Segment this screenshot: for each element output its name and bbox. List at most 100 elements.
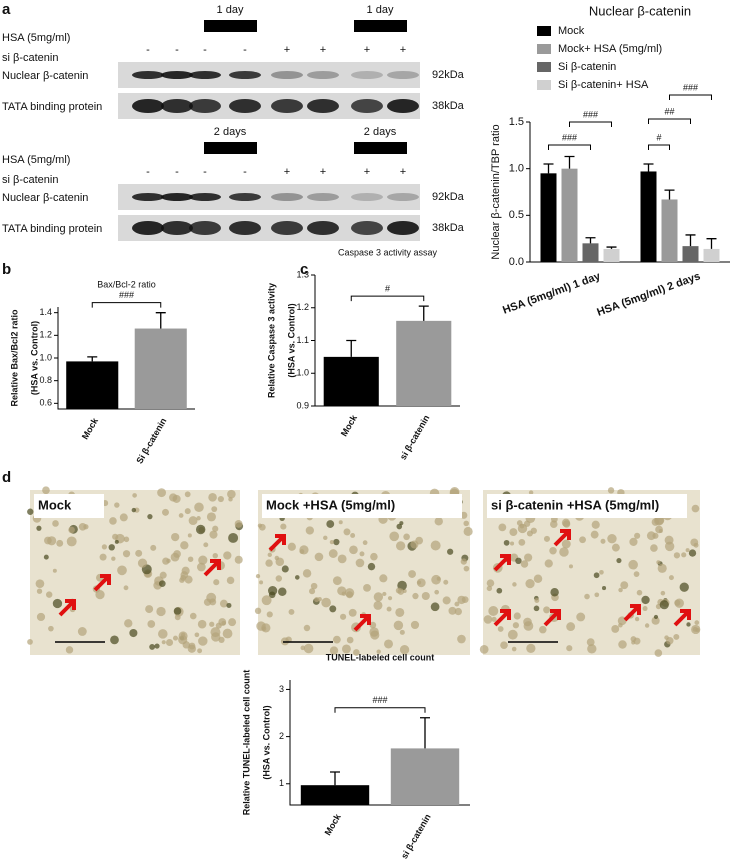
significance-label: ### xyxy=(119,290,134,300)
band-name: TATA binding protein xyxy=(2,101,102,113)
legend-swatch xyxy=(537,62,551,72)
cell xyxy=(679,582,689,592)
cell xyxy=(211,506,218,513)
blot-band xyxy=(229,221,261,235)
lane-sign: - xyxy=(146,166,150,178)
cell xyxy=(593,572,600,579)
cell xyxy=(463,526,473,537)
cell xyxy=(528,490,534,495)
cell xyxy=(299,545,309,555)
cell xyxy=(131,507,137,513)
band-size: 92kDa xyxy=(432,191,465,203)
blot-band xyxy=(132,99,164,113)
cell xyxy=(549,546,557,555)
y-tick-label: 0.9 xyxy=(296,400,309,410)
panel-label: b xyxy=(2,261,11,278)
cell xyxy=(150,544,157,551)
blot-band xyxy=(271,99,303,113)
error-bar xyxy=(346,339,357,357)
cell xyxy=(434,517,443,526)
cell xyxy=(122,550,131,558)
cell xyxy=(123,585,129,591)
cell xyxy=(634,616,640,622)
blot-band xyxy=(351,221,383,235)
y-tick-label: 1 xyxy=(279,778,284,788)
cell xyxy=(206,592,217,603)
cell xyxy=(68,526,75,534)
cell xyxy=(403,533,410,541)
cell xyxy=(500,641,508,649)
arrow xyxy=(353,614,371,632)
cell xyxy=(695,627,700,633)
cell xyxy=(618,587,623,593)
cell xyxy=(288,608,295,615)
lane-sign: - xyxy=(243,44,247,56)
bar xyxy=(582,243,599,262)
error-bar xyxy=(685,234,696,247)
cell xyxy=(373,592,384,602)
cell xyxy=(109,517,117,525)
arrow xyxy=(93,574,111,592)
cell xyxy=(165,638,174,647)
blot-band xyxy=(132,221,164,235)
blot-band xyxy=(161,71,193,79)
blot-band xyxy=(271,71,303,79)
cell xyxy=(550,587,559,597)
cell xyxy=(650,544,658,552)
blot-band xyxy=(271,221,303,235)
cell xyxy=(634,532,641,539)
cell xyxy=(387,596,393,601)
error-bar xyxy=(155,312,166,329)
duration-label: 2 days xyxy=(364,126,397,138)
band-name: Nuclear β-catenin xyxy=(2,192,88,204)
cell xyxy=(526,530,533,537)
lane-sign: + xyxy=(364,44,370,56)
duration-bar xyxy=(204,20,257,32)
cell xyxy=(579,536,586,544)
error-bar xyxy=(643,163,654,172)
cell xyxy=(685,548,690,553)
significance-bracket xyxy=(548,144,591,150)
cell xyxy=(147,620,156,628)
band-size: 38kDa xyxy=(432,222,465,234)
cell xyxy=(691,504,700,513)
cell xyxy=(396,523,403,530)
cell xyxy=(302,569,312,578)
cell xyxy=(673,633,680,640)
cell xyxy=(515,557,522,565)
cell xyxy=(314,552,324,562)
cell xyxy=(35,579,45,588)
cell xyxy=(173,607,182,615)
error-bar xyxy=(664,189,675,200)
cell xyxy=(686,622,691,627)
cell xyxy=(169,493,178,502)
cell xyxy=(303,624,311,632)
cell xyxy=(332,576,342,586)
cell xyxy=(421,591,430,601)
cell xyxy=(533,574,543,584)
cell xyxy=(644,623,650,628)
cell xyxy=(395,541,406,551)
arrow xyxy=(623,604,641,622)
cell xyxy=(350,533,356,538)
band-size: 92kDa xyxy=(432,69,465,81)
cell xyxy=(172,635,179,641)
duration-label: 1 day xyxy=(367,4,394,16)
cell xyxy=(654,515,664,526)
cell xyxy=(690,538,699,547)
bar xyxy=(323,356,379,406)
cell xyxy=(145,605,154,614)
cell xyxy=(460,511,468,519)
lane-sign: + xyxy=(284,166,290,178)
blot-band xyxy=(132,193,164,201)
cell xyxy=(182,641,191,649)
cell xyxy=(209,530,218,539)
cell xyxy=(194,632,200,638)
cell xyxy=(341,644,351,654)
error-bar xyxy=(585,237,596,244)
cell xyxy=(287,542,296,551)
cell xyxy=(633,571,640,578)
chart-title: TUNEL-labeled cell count xyxy=(326,652,435,662)
cell xyxy=(447,548,454,555)
knockdown-label: si β-catenin xyxy=(2,52,58,64)
